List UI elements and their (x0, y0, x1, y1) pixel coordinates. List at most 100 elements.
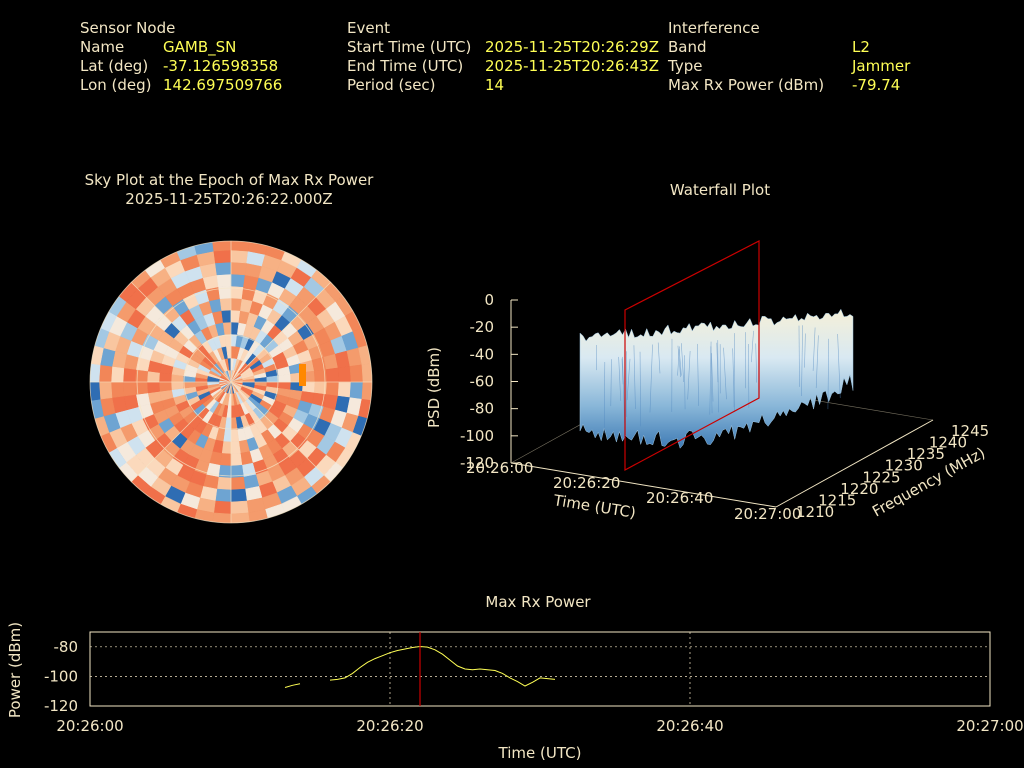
waterfall-epoch-marker-plane (624, 240, 760, 472)
sensor-lon-label: Lon (deg) (80, 76, 152, 94)
sky-plot-cell (337, 366, 352, 383)
interference-type-label: Type (668, 57, 703, 75)
waterfall-surface-streak (751, 330, 754, 363)
interference-band-label: Band (668, 38, 707, 56)
sky-plot (89, 240, 373, 524)
sky-plot-cell (122, 367, 137, 383)
waterfall-surface-streak (618, 356, 622, 401)
maxrx-grid (90, 632, 990, 706)
sky-plot-cell (230, 488, 247, 503)
waterfall-surface-streak (711, 353, 714, 402)
sky-plot-cell (230, 249, 249, 264)
sky-plot-cell (211, 512, 232, 523)
sky-plot-cell (230, 429, 240, 443)
sky-plot-cell (98, 364, 113, 383)
waterfall-surface (579, 308, 854, 449)
sky-plot-cell (122, 381, 137, 397)
sky-plot-cell (230, 500, 249, 515)
waterfall-frequency-tick-label: 1210 (796, 503, 834, 521)
waterfall-surface-streak (716, 342, 719, 383)
maxrx-x-tick-label: 20:26:00 (56, 717, 123, 735)
waterfall-surface-streak (626, 358, 631, 401)
waterfall-surface-streak (687, 351, 691, 400)
waterfall-frequency-axis (775, 419, 934, 508)
maxrx-y-ticks: -80 -100 -120 (44, 638, 78, 715)
sky-plot-cell (325, 367, 340, 383)
waterfall-z-tick-label: -100 (460, 427, 494, 445)
waterfall-z-tick-label: 0 (484, 291, 494, 309)
event-end-label: End Time (UTC) (347, 57, 464, 75)
sky-plot-cell (110, 366, 125, 383)
maxrx-plot: -80-100-120 20:26:00 20:26:20 20:26:40 20:2… (6, 622, 1024, 762)
waterfall-surface-streak (603, 361, 606, 434)
maxrx-y-tick-label: -100 (44, 667, 78, 685)
maxrx-x-ticks: 20:26:00 20:26:20 20:26:40 20:27:00 (56, 717, 1023, 735)
sky-plot-cell (349, 364, 364, 383)
sky-plot-cell (230, 476, 246, 491)
interference-band-value: L2 (852, 38, 870, 56)
waterfall-frequency-tick-label: 1225 (862, 468, 900, 486)
sky-plot-subtitle: 2025-11-25T20:26:22.000Z (125, 190, 333, 208)
sky-plot-cell (170, 381, 184, 391)
sky-plot-cell (361, 381, 372, 402)
sky-plot-cell (219, 297, 232, 311)
sky-plot-cell (230, 241, 251, 252)
sky-plot-cell (230, 261, 247, 276)
interference-power-value: -79.74 (852, 76, 901, 94)
waterfall-surface-streak (677, 346, 680, 376)
interference-type-value: Jammer (852, 57, 911, 75)
sky-plot-cell (110, 381, 125, 398)
waterfall-surface-streak (649, 344, 653, 413)
sky-plot-cell (215, 261, 232, 276)
sky-plot-cell (230, 453, 243, 467)
interference-heading: Interference (668, 19, 760, 37)
waterfall-time-tick-label: 20:26:20 (553, 474, 620, 492)
sky-plot-max-power-marker (299, 364, 306, 386)
waterfall-title: Waterfall Plot (669, 181, 771, 199)
interference-power-label: Max Rx Power (dBm) (668, 76, 825, 94)
maxrx-xlabel: Time (UTC) (498, 744, 582, 762)
waterfall-surface-streak (678, 349, 682, 376)
sky-plot-cell (230, 512, 251, 523)
sky-plot-cell (230, 297, 243, 311)
maxrx-x-tick-label: 20:26:20 (356, 717, 423, 735)
waterfall-surface-streak (815, 335, 819, 389)
sky-plot-cell (90, 381, 101, 402)
maxrx-title: Max Rx Power (485, 593, 591, 611)
waterfall-frequency-tick-label: 1245 (951, 422, 989, 440)
waterfall-plot: 0-20-40-60-80-100-120 20:26:0020:26:2020… (425, 240, 989, 523)
waterfall-surface-streak (827, 338, 829, 410)
event-period-label: Period (sec) (347, 76, 436, 94)
sky-plot-cell (361, 362, 372, 383)
waterfall-surface-streak (804, 333, 806, 368)
waterfall-time-ticks: 20:26:00 20:26:20 20:26:40 20:27:00 (466, 459, 801, 523)
maxrx-y-tick-label: -120 (44, 697, 78, 715)
waterfall-surface-streak (709, 341, 712, 415)
maxrx-y-tick-label: -80 (54, 638, 79, 656)
waterfall-surface-body (579, 308, 854, 449)
sky-plot-cell (216, 273, 232, 288)
sky-plot-cell (230, 441, 241, 455)
waterfall-z-tick-label: -60 (470, 373, 495, 391)
waterfall-frequency-tick-label: 1220 (840, 480, 878, 498)
sky-plot-cell (219, 453, 232, 467)
event-start-label: Start Time (UTC) (347, 38, 472, 56)
event-end-value: 2025-11-25T20:26:43Z (485, 57, 659, 75)
event-start-value: 2025-11-25T20:26:29Z (485, 38, 659, 56)
waterfall-time-tick-label: 20:26:00 (466, 459, 533, 477)
waterfall-time-tick-label: 20:27:00 (734, 505, 801, 523)
sky-plot-cell (158, 381, 172, 392)
sky-plot-cell (211, 241, 232, 252)
waterfall-surface-streak (801, 325, 803, 397)
sky-plot-cell (146, 381, 160, 394)
waterfall-surface-streak (657, 342, 661, 374)
waterfall-time-tick-label: 20:26:40 (646, 489, 713, 507)
event-heading: Event (347, 19, 390, 37)
waterfall-surface-streak (723, 347, 727, 400)
sky-plot-cell (213, 500, 232, 515)
waterfall-z-tick-label: -120 (460, 454, 494, 472)
sky-plot-cell (90, 362, 101, 383)
sky-plot-title: Sky Plot at the Epoch of Max Rx Power (84, 171, 374, 189)
sky-plot-cell (325, 381, 340, 397)
waterfall-surface-streak (733, 333, 735, 408)
